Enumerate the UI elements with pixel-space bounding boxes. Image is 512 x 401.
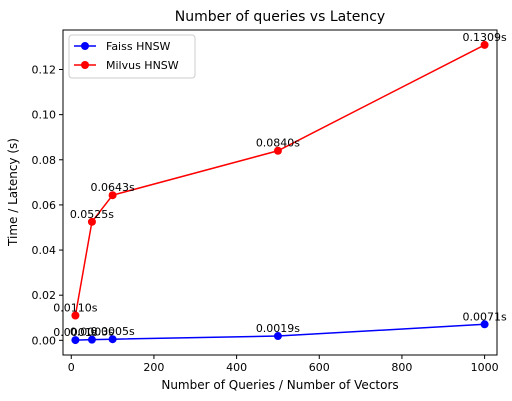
y-tick-label: 0.08 [32,154,57,167]
x-axis-label: Number of Queries / Number of Vectors [161,378,398,392]
x-tick-label: 800 [391,361,412,374]
legend-label-milvus: Milvus HNSW [106,59,179,72]
y-tick-label: 0.06 [32,199,57,212]
x-tick-label: 600 [309,361,330,374]
y-tick-label: 0.10 [32,109,57,122]
legend-label-faiss: Faiss HNSW [106,40,171,53]
x-tick-label: 400 [226,361,247,374]
x-tick-label: 1000 [471,361,499,374]
data-label-milvus: 0.0525s [70,208,114,221]
y-tick-label: 0.04 [32,244,57,257]
y-tick-label: 0.12 [32,63,57,76]
data-label-faiss: 0.0019s [256,322,300,335]
data-label-milvus: 0.0110s [53,302,97,315]
data-label-faiss: 0.0071s [462,310,506,323]
x-tick-label: 200 [143,361,164,374]
data-label-faiss: 0.0005s [90,325,134,338]
legend-marker-faiss [81,42,89,50]
x-tick-label: 0 [68,361,75,374]
legend-marker-milvus [81,61,89,69]
legend: Faiss HNSW Milvus HNSW [69,35,195,78]
chart-title: Number of queries vs Latency [175,9,385,25]
data-label-milvus: 0.0643s [90,181,134,194]
data-label-milvus: 0.1309s [462,31,506,44]
y-axis-label: Time / Latency (s) [6,138,20,247]
y-tick-label: 0.02 [32,289,57,302]
data-label-milvus: 0.0840s [256,137,300,150]
